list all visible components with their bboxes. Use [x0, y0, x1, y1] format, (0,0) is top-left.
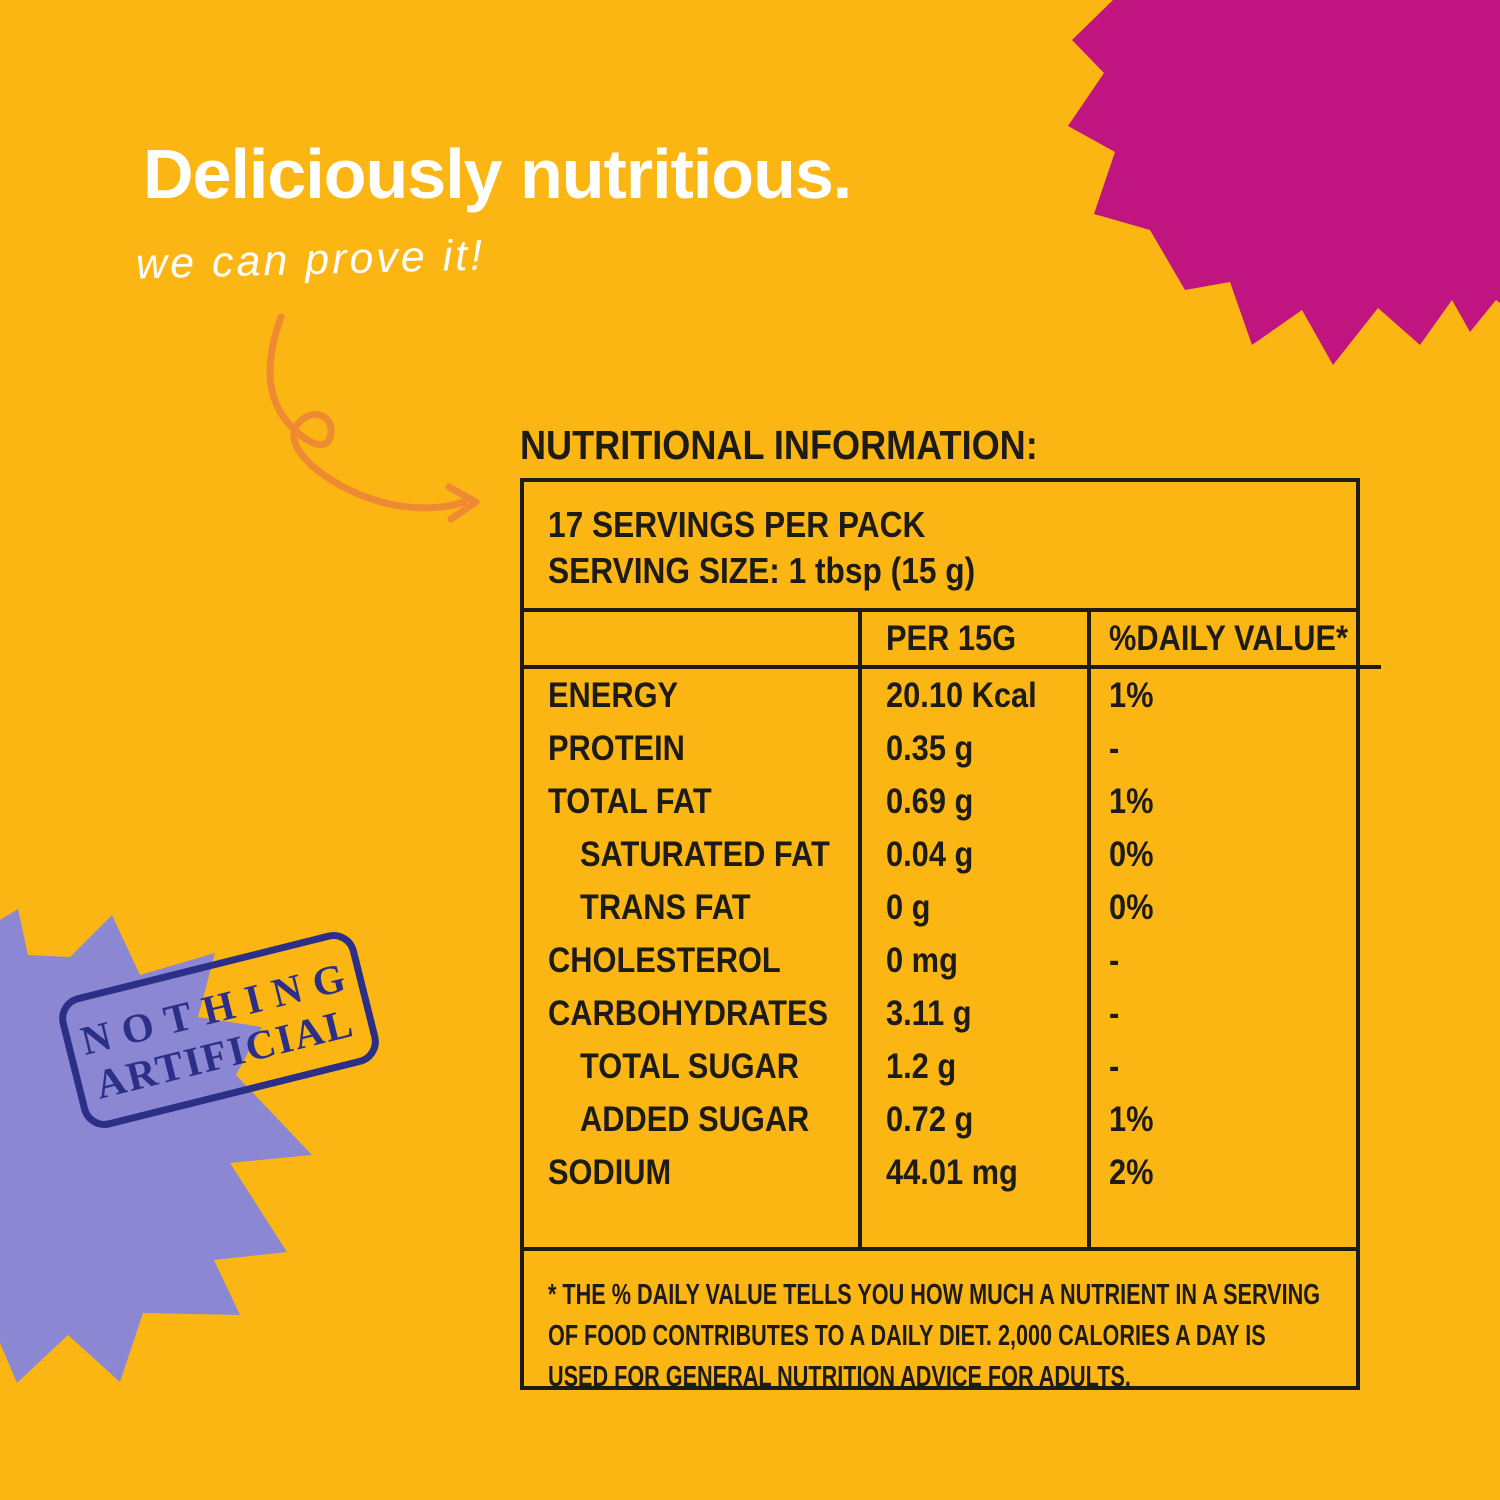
- row-dv-added-sugar: 1%: [1087, 1093, 1381, 1146]
- col-header-daily-value: %DAILY VALUE*: [1087, 612, 1381, 669]
- starburst-magenta-icon: [1068, 0, 1500, 365]
- row-dv-energy: 1%: [1087, 669, 1381, 722]
- row-label-trans-fat: TRANS FAT: [580, 887, 751, 927]
- row-value-saturated-fat: 0.04 g: [858, 828, 1087, 881]
- row-dv-total-sugar: -: [1087, 1040, 1381, 1093]
- nutrition-grid: PER 15G %DAILY VALUE* ENERGY 20.10 Kcal …: [524, 612, 1381, 1247]
- daily-value-footnote: * THE % DAILY VALUE TELLS YOU HOW MUCH A…: [548, 1279, 1321, 1386]
- row-label-saturated-fat: SATURATED FAT: [580, 834, 830, 874]
- row-dv-carbohydrates: -: [1087, 987, 1381, 1040]
- row-label-added-sugar: ADDED SUGAR: [580, 1099, 810, 1139]
- row-dv-cholesterol: -: [1087, 934, 1381, 987]
- nutrition-heading: NUTRITIONAL INFORMATION:: [520, 422, 1108, 469]
- row-value-total-fat: 0.69 g: [858, 775, 1087, 828]
- row-dv-trans-fat: 0%: [1087, 881, 1381, 934]
- row-value-cholesterol: 0 mg: [858, 934, 1087, 987]
- filler-cell: [1087, 1199, 1381, 1247]
- servings-per-pack: 17 SERVINGS PER PACK: [548, 504, 926, 545]
- row-dv-protein: -: [1087, 722, 1381, 775]
- filler-cell: [524, 1199, 858, 1247]
- nutrition-table: 17 SERVINGS PER PACK SERVING SIZE: 1 tbs…: [520, 478, 1381, 1390]
- arrow-doodle-icon: [266, 313, 480, 523]
- row-value-carbohydrates: 3.11 g: [858, 987, 1087, 1040]
- row-dv-sodium: 2%: [1087, 1146, 1381, 1199]
- subheadline: we can prove it!: [135, 231, 486, 289]
- footnote-section: * THE % DAILY VALUE TELLS YOU HOW MUCH A…: [524, 1247, 1356, 1386]
- filler-cell: [858, 1199, 1087, 1247]
- row-label-sodium: SODIUM: [548, 1152, 672, 1192]
- col-header-amount: PER 15G: [858, 612, 1087, 669]
- row-value-trans-fat: 0 g: [858, 881, 1087, 934]
- row-dv-total-fat: 1%: [1087, 775, 1381, 828]
- row-value-energy: 20.10 Kcal: [858, 669, 1087, 722]
- row-value-protein: 0.35 g: [858, 722, 1087, 775]
- row-value-total-sugar: 1.2 g: [858, 1040, 1087, 1093]
- row-value-sodium: 44.01 mg: [858, 1146, 1087, 1199]
- serving-size: SERVING SIZE: 1 tbsp (15 g): [548, 550, 976, 591]
- row-label-energy: ENERGY: [548, 675, 679, 715]
- row-label-total-sugar: TOTAL SUGAR: [580, 1046, 800, 1086]
- row-value-added-sugar: 0.72 g: [858, 1093, 1087, 1146]
- row-label-cholesterol: CHOLESTEROL: [548, 940, 781, 980]
- col-header-blank: [524, 612, 858, 669]
- row-label-carbohydrates: CARBOHYDRATES: [548, 993, 829, 1033]
- nutrition-heading-text: NUTRITIONAL INFORMATION:: [520, 422, 1038, 468]
- row-label-total-fat: TOTAL FAT: [548, 781, 712, 821]
- row-dv-saturated-fat: 0%: [1087, 828, 1381, 881]
- headline: Deliciously nutritious.: [143, 135, 852, 213]
- serving-info-section: 17 SERVINGS PER PACK SERVING SIZE: 1 tbs…: [524, 482, 1356, 612]
- row-label-protein: PROTEIN: [548, 728, 685, 768]
- starburst-purple-icon: [0, 909, 312, 1383]
